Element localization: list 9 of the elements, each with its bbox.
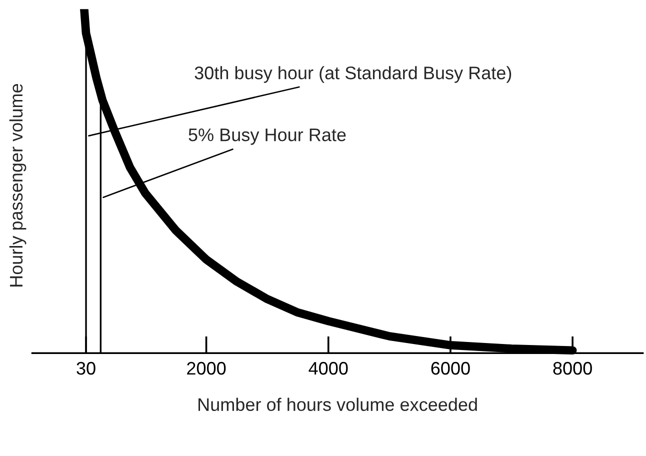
x-tick-label: 8000 bbox=[553, 362, 592, 375]
ref-line-label: 30th busy hour (at Standard Busy Rate) bbox=[194, 66, 512, 83]
x-axis-title: Number of hours volume exceeded bbox=[198, 398, 477, 411]
x-tick-label: 30 bbox=[76, 362, 96, 375]
ref-line-label: 5% Busy Hour Rate bbox=[188, 128, 346, 145]
x-tick-label: 6000 bbox=[431, 362, 470, 375]
y-axis-title: Hourly passenger volume bbox=[9, 84, 26, 286]
x-tick-label: 2000 bbox=[187, 362, 226, 375]
x-tick-label: 4000 bbox=[308, 362, 348, 375]
